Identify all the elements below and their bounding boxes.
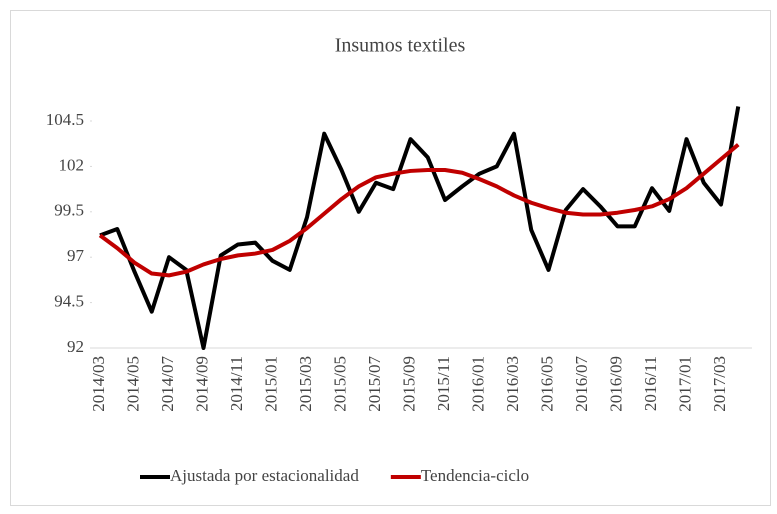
y-tick-label: 99.5 bbox=[54, 201, 84, 220]
x-tick-label: 2016/01 bbox=[468, 356, 487, 412]
x-tick-label: 2014/05 bbox=[123, 356, 142, 412]
y-tick-label: 97 bbox=[67, 246, 85, 265]
legend-label: Ajustada por estacionalidad bbox=[170, 466, 359, 485]
x-tick-label: 2016/09 bbox=[606, 356, 625, 412]
y-tick-label: 102 bbox=[59, 155, 85, 174]
x-tick-label: 2016/03 bbox=[503, 356, 522, 412]
series-line bbox=[99, 106, 741, 350]
x-tick-label: 2015/09 bbox=[399, 356, 418, 412]
series-line bbox=[98, 143, 740, 278]
x-tick-label: 2015/11 bbox=[434, 356, 453, 411]
x-tick-label: 2015/05 bbox=[330, 356, 349, 412]
x-tick-label: 2014/09 bbox=[192, 356, 211, 412]
x-tick-label: 2016/07 bbox=[572, 356, 591, 412]
x-tick-label: 2014/11 bbox=[227, 356, 246, 411]
x-tick-label: 2016/05 bbox=[537, 356, 556, 412]
x-tick-label: 2015/03 bbox=[296, 356, 315, 412]
x-tick-label: 2016/11 bbox=[641, 356, 660, 411]
y-tick-label: 104.5 bbox=[46, 110, 84, 129]
x-tick-label: 2015/07 bbox=[365, 356, 384, 412]
x-tick-label: 2014/03 bbox=[89, 356, 108, 412]
legend-label: Tendencia-ciclo bbox=[421, 466, 529, 485]
y-tick-label: 92 bbox=[67, 337, 84, 356]
chart-border bbox=[10, 10, 771, 506]
x-tick-label: 2015/01 bbox=[261, 356, 280, 412]
x-tick-label: 2017/01 bbox=[675, 356, 694, 412]
chart-title: Insumos textiles bbox=[335, 35, 466, 57]
y-tick-label: 94.5 bbox=[54, 292, 84, 311]
x-tick-label: 2017/03 bbox=[710, 356, 729, 412]
x-tick-label: 2014/07 bbox=[158, 356, 177, 412]
